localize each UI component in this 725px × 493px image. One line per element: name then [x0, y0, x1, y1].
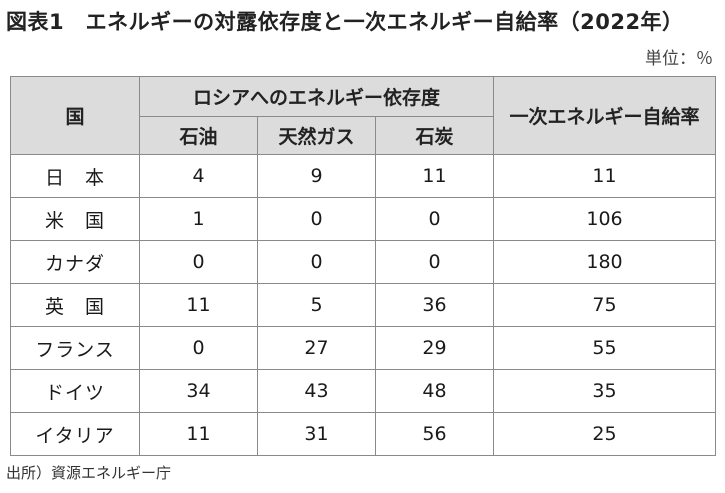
cell-coal: 56: [375, 412, 494, 456]
cell-self-sufficiency: 11: [493, 154, 716, 198]
cell-oil: 4: [139, 154, 258, 198]
table-row: 英 国 11 5 36 75: [10, 283, 716, 327]
cell-gas: 0: [257, 197, 376, 241]
table-row: ドイツ 34 43 48 35: [10, 369, 716, 413]
cell-oil: 34: [139, 369, 258, 413]
cell-country: 米 国: [10, 197, 140, 241]
table-row: フランス 0 27 29 55: [10, 326, 716, 370]
cell-self-sufficiency: 106: [493, 197, 716, 241]
table-row: 米 国 1 0 0 106: [10, 197, 716, 241]
cell-country: カナダ: [10, 240, 140, 284]
cell-oil: 11: [139, 283, 258, 327]
cell-self-sufficiency: 35: [493, 369, 716, 413]
table-row: イタリア 11 31 56 25: [10, 412, 716, 456]
cell-oil: 11: [139, 412, 258, 456]
source-note: 出所）資源エネルギー庁: [6, 464, 172, 482]
cell-country: ドイツ: [10, 369, 140, 413]
cell-coal: 0: [375, 197, 494, 241]
cell-gas: 5: [257, 283, 376, 327]
unit-label: 単位：％: [645, 49, 713, 69]
cell-country: イタリア: [10, 412, 140, 456]
cell-self-sufficiency: 25: [493, 412, 716, 456]
cell-gas: 27: [257, 326, 376, 370]
cell-gas: 0: [257, 240, 376, 284]
cell-coal: 11: [375, 154, 494, 198]
cell-self-sufficiency: 75: [493, 283, 716, 327]
cell-self-sufficiency: 55: [493, 326, 716, 370]
table-body: 日 本 4 9 11 11 米 国 1 0 0 106 カナダ 0 0 0 180 英 国 11 5 36 75 フラン…: [10, 154, 716, 456]
cell-coal: 29: [375, 326, 494, 370]
cell-oil: 1: [139, 197, 258, 241]
header-russia-dependency: ロシアへのエネルギー依存度: [139, 76, 494, 117]
dependency-table: 国 ロシアへのエネルギー依存度 一次エネルギー自給率 石油 天然ガス 石炭 日 …: [10, 76, 716, 456]
cell-gas: 9: [257, 154, 376, 198]
header-self-sufficiency: 一次エネルギー自給率: [493, 76, 716, 155]
header-oil: 石油: [139, 116, 258, 155]
header-country: 国: [10, 76, 140, 155]
cell-oil: 0: [139, 240, 258, 284]
cell-self-sufficiency: 180: [493, 240, 716, 284]
cell-coal: 48: [375, 369, 494, 413]
cell-gas: 43: [257, 369, 376, 413]
cell-coal: 0: [375, 240, 494, 284]
figure-title: 図表1 エネルギーの対露依存度と一次エネルギー自給率（2022年）: [6, 10, 684, 34]
cell-oil: 0: [139, 326, 258, 370]
cell-coal: 36: [375, 283, 494, 327]
header-coal: 石炭: [375, 116, 494, 155]
header-gas: 天然ガス: [257, 116, 376, 155]
cell-country: 英 国: [10, 283, 140, 327]
cell-country: フランス: [10, 326, 140, 370]
table-row: 日 本 4 9 11 11: [10, 154, 716, 198]
cell-country: 日 本: [10, 154, 140, 198]
cell-gas: 31: [257, 412, 376, 456]
table-row: カナダ 0 0 0 180: [10, 240, 716, 284]
